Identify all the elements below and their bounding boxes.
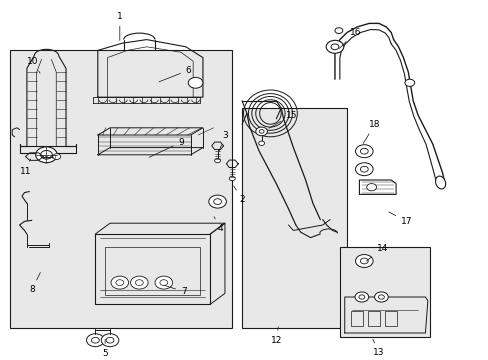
Text: 9: 9 <box>149 138 184 157</box>
Circle shape <box>360 258 367 264</box>
Text: 17: 17 <box>388 212 412 226</box>
Circle shape <box>229 176 235 181</box>
Circle shape <box>111 276 128 289</box>
Text: 8: 8 <box>29 273 40 294</box>
Circle shape <box>130 276 148 289</box>
Circle shape <box>358 295 364 299</box>
Circle shape <box>116 280 123 285</box>
Circle shape <box>360 166 367 172</box>
Text: 16: 16 <box>339 28 361 49</box>
Text: 1: 1 <box>117 12 122 40</box>
Circle shape <box>106 337 114 343</box>
Text: 5: 5 <box>102 339 108 358</box>
Circle shape <box>36 147 57 163</box>
Circle shape <box>404 79 414 86</box>
Text: 14: 14 <box>366 244 387 261</box>
Circle shape <box>366 184 376 191</box>
Circle shape <box>53 154 61 159</box>
Text: 18: 18 <box>363 120 380 143</box>
Bar <box>339 247 429 337</box>
Circle shape <box>101 334 119 347</box>
Circle shape <box>374 292 387 302</box>
Circle shape <box>355 255 372 267</box>
Circle shape <box>41 150 52 159</box>
Circle shape <box>255 127 267 136</box>
Circle shape <box>214 158 220 163</box>
Circle shape <box>91 337 99 343</box>
Bar <box>385 311 396 326</box>
Ellipse shape <box>435 176 445 189</box>
Text: 3: 3 <box>218 131 228 152</box>
Text: 15: 15 <box>268 111 297 128</box>
Text: 7: 7 <box>163 285 186 296</box>
Circle shape <box>135 280 143 285</box>
Circle shape <box>334 28 342 33</box>
Bar <box>367 311 379 326</box>
Circle shape <box>360 148 367 154</box>
Circle shape <box>259 130 264 133</box>
Bar <box>10 50 232 328</box>
Text: 13: 13 <box>372 339 384 357</box>
Circle shape <box>208 195 226 208</box>
Bar <box>350 311 362 326</box>
Bar <box>105 247 200 295</box>
Circle shape <box>378 295 384 299</box>
Circle shape <box>354 292 368 302</box>
Text: 2: 2 <box>233 186 245 204</box>
Circle shape <box>188 77 203 88</box>
Text: 11: 11 <box>20 159 31 176</box>
Circle shape <box>325 40 343 53</box>
Circle shape <box>355 145 372 158</box>
Text: 12: 12 <box>270 327 282 345</box>
Circle shape <box>86 334 104 347</box>
Circle shape <box>355 163 372 176</box>
Circle shape <box>330 44 338 50</box>
Text: 6: 6 <box>159 66 191 82</box>
Circle shape <box>155 276 172 289</box>
Circle shape <box>258 141 264 145</box>
Text: 4: 4 <box>214 217 223 233</box>
Bar <box>242 108 346 328</box>
Text: 10: 10 <box>27 57 40 73</box>
Circle shape <box>213 199 221 204</box>
Circle shape <box>160 280 167 285</box>
